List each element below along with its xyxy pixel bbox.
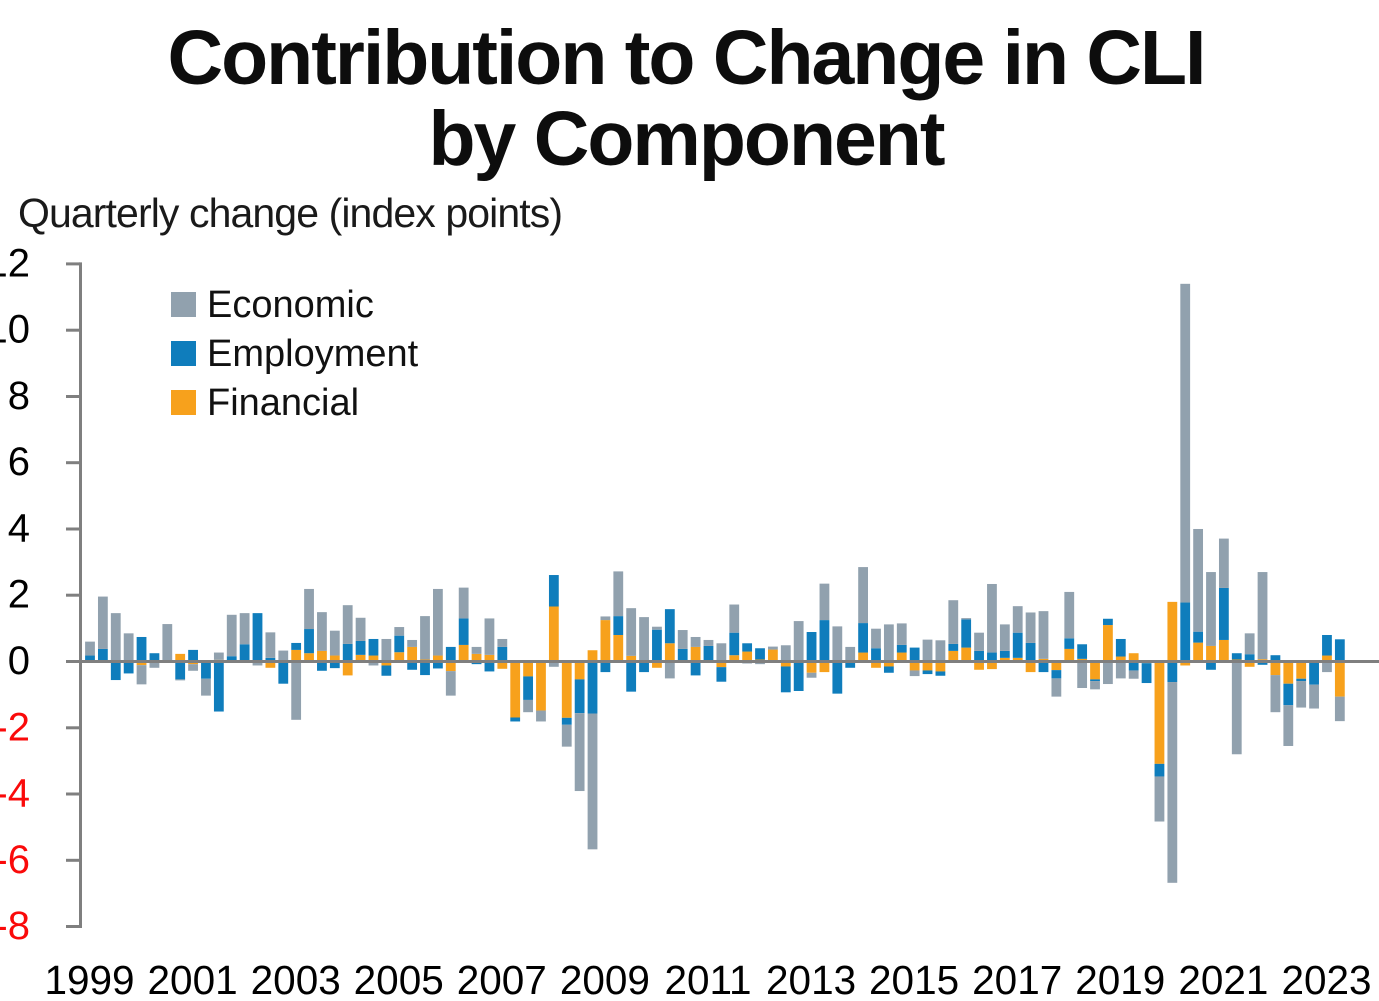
svg-text:2007: 2007 bbox=[457, 957, 547, 1001]
svg-text:2009: 2009 bbox=[560, 957, 650, 1001]
svg-text:4: 4 bbox=[8, 507, 30, 551]
svg-text:2019: 2019 bbox=[1075, 957, 1165, 1001]
svg-text:by Component: by Component bbox=[429, 96, 945, 182]
svg-text:2021: 2021 bbox=[1178, 957, 1268, 1001]
svg-text:2: 2 bbox=[8, 573, 30, 617]
svg-text:2003: 2003 bbox=[251, 957, 341, 1001]
svg-text:-6: -6 bbox=[0, 838, 30, 882]
svg-text:8: 8 bbox=[8, 374, 30, 418]
svg-text:Economic: Economic bbox=[207, 284, 374, 326]
svg-text:12: 12 bbox=[0, 241, 30, 285]
svg-text:Employment: Employment bbox=[207, 333, 419, 375]
svg-text:2015: 2015 bbox=[869, 957, 959, 1001]
svg-text:0: 0 bbox=[8, 639, 30, 683]
svg-text:6: 6 bbox=[8, 440, 30, 484]
svg-text:-4: -4 bbox=[0, 772, 30, 816]
svg-text:-8: -8 bbox=[0, 904, 30, 948]
svg-text:10: 10 bbox=[0, 308, 30, 352]
svg-text:2011: 2011 bbox=[664, 957, 751, 1001]
svg-text:Contribution to Change in CLI: Contribution to Change in CLI bbox=[168, 15, 1205, 101]
svg-text:2017: 2017 bbox=[972, 957, 1062, 1001]
svg-text:2005: 2005 bbox=[354, 957, 444, 1001]
svg-text:-2: -2 bbox=[0, 705, 30, 749]
svg-text:Financial: Financial bbox=[207, 382, 359, 424]
svg-text:Quarterly change (index points: Quarterly change (index points) bbox=[18, 190, 562, 236]
svg-text:2023: 2023 bbox=[1281, 957, 1371, 1001]
svg-text:1999: 1999 bbox=[44, 957, 134, 1001]
svg-text:2001: 2001 bbox=[148, 957, 238, 1001]
svg-text:2013: 2013 bbox=[766, 957, 856, 1001]
